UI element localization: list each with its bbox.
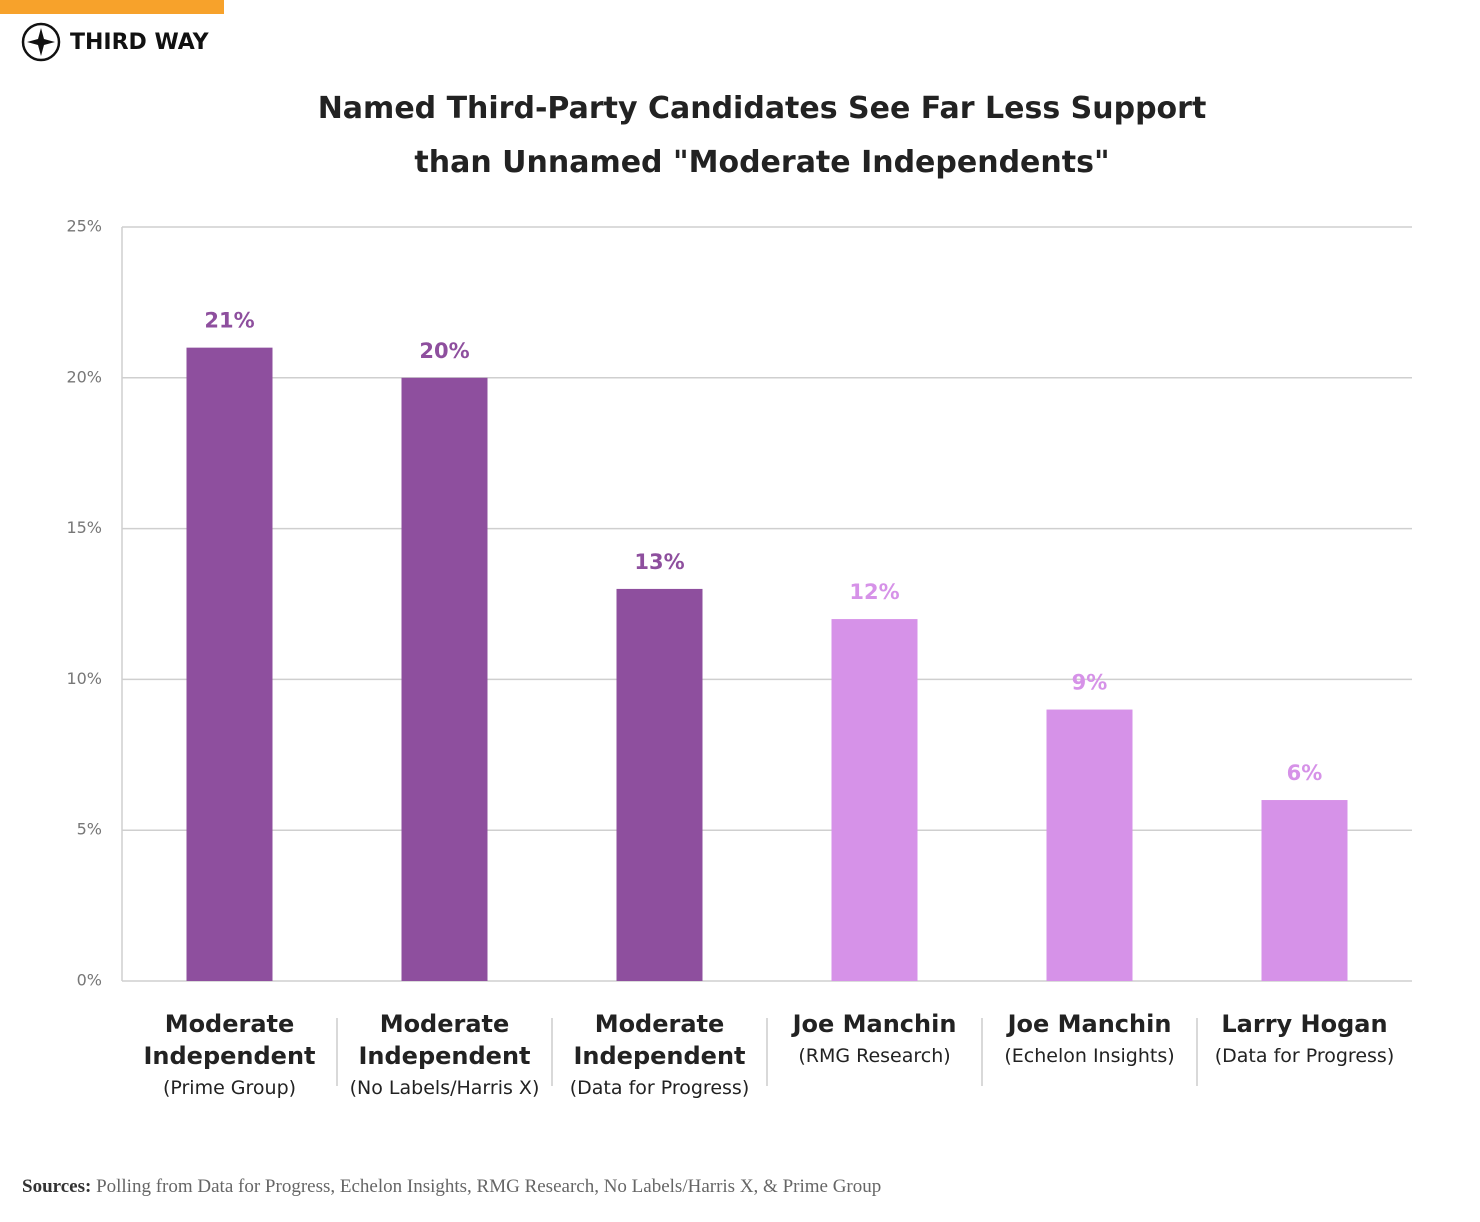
value-label: 13% xyxy=(634,550,684,574)
category-name: Moderate Independent xyxy=(143,1010,316,1070)
value-label: 21% xyxy=(204,309,254,333)
y-tick-label: 25% xyxy=(66,217,102,236)
y-tick-label: 10% xyxy=(66,669,102,688)
x-tick-label: Joe Manchin (Echelon Insights) xyxy=(987,1008,1192,1072)
category-source: (Data for Progress) xyxy=(569,1077,750,1099)
value-label: 12% xyxy=(849,580,899,604)
value-label: 9% xyxy=(1072,671,1108,695)
category-name: Larry Hogan xyxy=(1221,1010,1388,1038)
category-name: Moderate Independent xyxy=(358,1010,531,1070)
category-name: Joe Manchin xyxy=(1007,1010,1172,1038)
category-name: Joe Manchin xyxy=(792,1010,957,1038)
x-tick-label: Larry Hogan (Data for Progress) xyxy=(1202,1008,1407,1072)
chart-title: Named Third-Party Candidates See Far Les… xyxy=(317,91,1207,180)
category-name: Moderate Independent xyxy=(573,1010,746,1070)
category-source: (No Labels/Harris X) xyxy=(349,1077,540,1099)
bar xyxy=(831,619,918,981)
y-tick-label: 20% xyxy=(66,367,102,386)
category-source: (Data for Progress) xyxy=(1214,1045,1395,1067)
x-tick-label: Moderate Independent (No Labels/Harris X) xyxy=(342,1008,547,1104)
brand: THIRD WAY xyxy=(70,30,210,55)
logo-star xyxy=(27,28,55,56)
bar xyxy=(616,588,703,981)
logo-ring xyxy=(21,22,61,62)
bar xyxy=(1046,709,1133,981)
footer-label: Sources: xyxy=(22,1176,92,1197)
y-tick-label: 0% xyxy=(77,971,102,990)
y-tick-label: 15% xyxy=(66,518,102,537)
x-tick-label: Moderate Independent (Data for Progress) xyxy=(557,1008,762,1104)
bar xyxy=(186,347,273,981)
value-label: 6% xyxy=(1287,761,1323,785)
x-tick-label: Joe Manchin (RMG Research) xyxy=(772,1008,977,1072)
footer-text: Polling from Data for Progress, Echelon … xyxy=(96,1176,882,1197)
y-tick-label: 5% xyxy=(77,820,102,839)
bar xyxy=(1261,800,1348,981)
brand-bar xyxy=(0,0,224,14)
value-label: 20% xyxy=(419,339,469,363)
bar xyxy=(401,377,488,981)
x-tick-label: Moderate Independent (Prime Group) xyxy=(127,1008,332,1104)
category-source: (RMG Research) xyxy=(798,1045,951,1067)
category-source: (Echelon Insights) xyxy=(1004,1045,1175,1067)
category-source: (Prime Group) xyxy=(162,1077,297,1099)
footer: Sources: Polling from Data for Progress,… xyxy=(22,1176,881,1198)
